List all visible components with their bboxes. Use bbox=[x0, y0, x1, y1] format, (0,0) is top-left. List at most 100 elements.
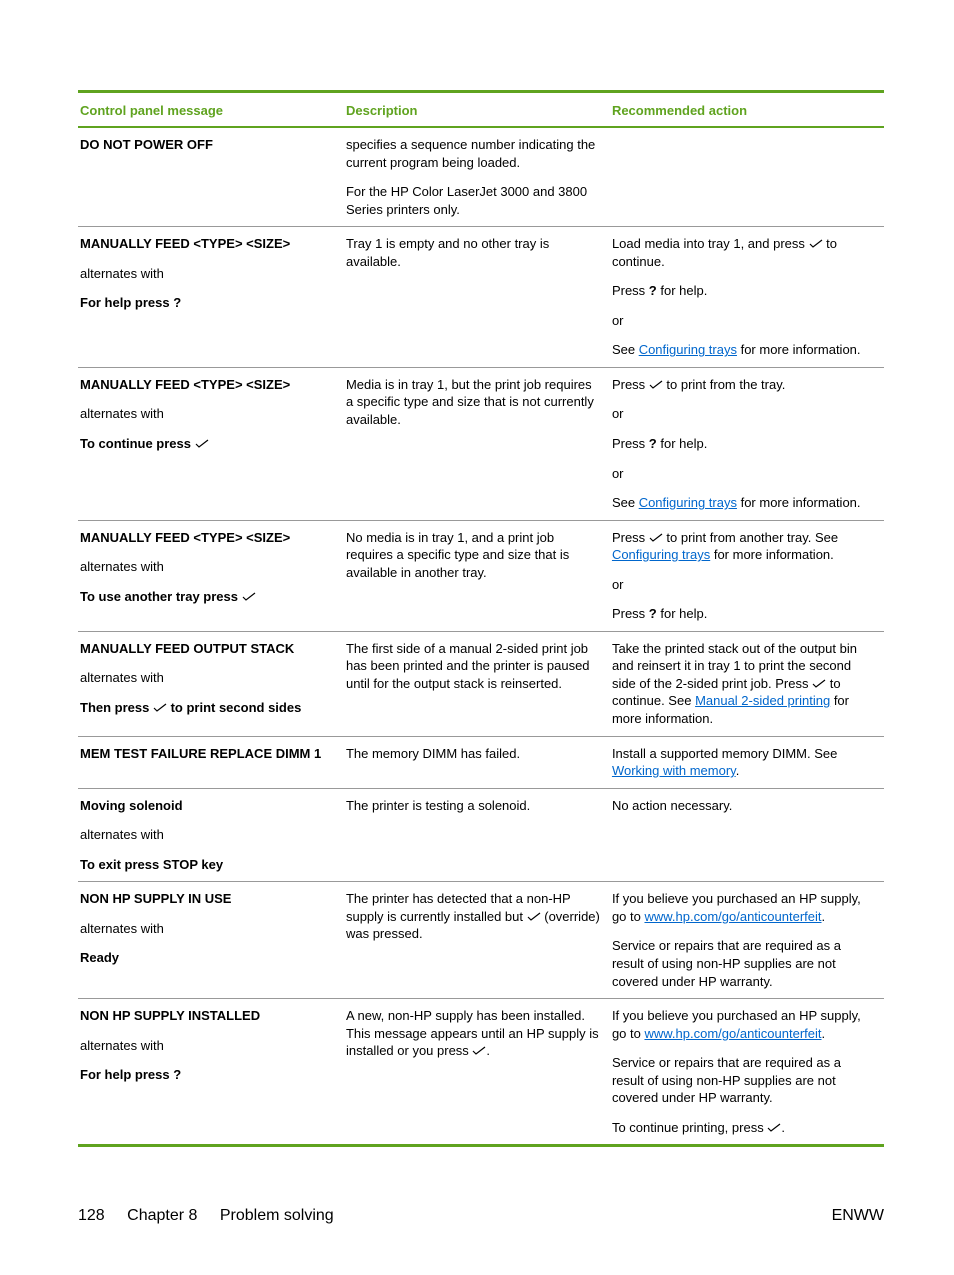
help-icon: ? bbox=[649, 283, 657, 298]
message-text: For help press ? bbox=[80, 1066, 336, 1084]
label: . bbox=[822, 1026, 826, 1041]
message-text: To use another tray press bbox=[80, 588, 336, 606]
link-configuring-trays[interactable]: Configuring trays bbox=[639, 342, 737, 357]
table-row: MANUALLY FEED <TYPE> <SIZE> alternates w… bbox=[78, 367, 884, 520]
label: for help. bbox=[657, 436, 708, 451]
description-text: The memory DIMM has failed. bbox=[346, 745, 602, 763]
cell-message: NON HP SUPPLY IN USE alternates with Rea… bbox=[78, 882, 344, 999]
cell-message: MANUALLY FEED <TYPE> <SIZE> alternates w… bbox=[78, 520, 344, 631]
header-action: Recommended action bbox=[610, 92, 884, 128]
message-alt: alternates with bbox=[80, 1037, 336, 1055]
header-message: Control panel message bbox=[78, 92, 344, 128]
label: For help press bbox=[80, 1067, 173, 1082]
label: For help press bbox=[80, 295, 173, 310]
chapter-label: Chapter 8 bbox=[127, 1207, 197, 1224]
cell-description: specifies a sequence number indicating t… bbox=[344, 127, 610, 227]
header-description: Description bbox=[344, 92, 610, 128]
action-text: or bbox=[612, 405, 876, 423]
label: for more information. bbox=[737, 495, 861, 510]
action-text: Press ? for help. bbox=[612, 282, 876, 300]
cell-description: The printer is testing a solenoid. bbox=[344, 788, 610, 882]
action-text: Service or repairs that are required as … bbox=[612, 1054, 876, 1107]
action-text: Press to print from the tray. bbox=[612, 376, 876, 394]
message-alt: alternates with bbox=[80, 826, 336, 844]
table-row: MANUALLY FEED OUTPUT STACK alternates wi… bbox=[78, 631, 884, 736]
label: to print from another tray. See bbox=[663, 530, 838, 545]
cell-action: Install a supported memory DIMM. See Wor… bbox=[610, 736, 884, 788]
link-anticounterfeit[interactable]: www.hp.com/go/anticounterfeit bbox=[644, 909, 821, 924]
description-text: Tray 1 is empty and no other tray is ava… bbox=[346, 235, 602, 270]
cell-action: If you believe you purchased an HP suppl… bbox=[610, 999, 884, 1146]
action-text: No action necessary. bbox=[612, 797, 876, 815]
action-text: Take the printed stack out of the output… bbox=[612, 640, 876, 728]
label: Press bbox=[612, 377, 649, 392]
link-configuring-trays[interactable]: Configuring trays bbox=[639, 495, 737, 510]
message-text: To exit press STOP key bbox=[80, 856, 336, 874]
link-memory[interactable]: Working with memory bbox=[612, 763, 736, 778]
cell-description: The first side of a manual 2-sided print… bbox=[344, 631, 610, 736]
table-row: MANUALLY FEED <TYPE> <SIZE> alternates w… bbox=[78, 227, 884, 368]
cell-message: DO NOT POWER OFF bbox=[78, 127, 344, 227]
description-text: The printer is testing a solenoid. bbox=[346, 797, 602, 815]
link-manual-2sided[interactable]: Manual 2-sided printing bbox=[695, 693, 830, 708]
cell-action: Press to print from the tray. or Press ?… bbox=[610, 367, 884, 520]
chapter-title: Problem solving bbox=[220, 1207, 334, 1224]
description-text: specifies a sequence number indicating t… bbox=[346, 136, 602, 171]
label: To use another tray press bbox=[80, 589, 242, 604]
page-footer: 128 Chapter 8 Problem solving ENWW bbox=[78, 1207, 884, 1225]
description-text: For the HP Color LaserJet 3000 and 3800 … bbox=[346, 183, 602, 218]
cell-action: No action necessary. bbox=[610, 788, 884, 882]
cell-description: A new, non-HP supply has been installed.… bbox=[344, 999, 610, 1146]
check-icon bbox=[527, 912, 541, 922]
link-configuring-trays[interactable]: Configuring trays bbox=[612, 547, 710, 562]
cell-description: The memory DIMM has failed. bbox=[344, 736, 610, 788]
label: To continue printing, press bbox=[612, 1120, 767, 1135]
table-header-row: Control panel message Description Recomm… bbox=[78, 92, 884, 128]
message-text: NON HP SUPPLY IN USE bbox=[80, 890, 336, 908]
cell-description: Media is in tray 1, but the print job re… bbox=[344, 367, 610, 520]
message-text: MANUALLY FEED OUTPUT STACK bbox=[80, 640, 336, 658]
message-text: MANUALLY FEED <TYPE> <SIZE> bbox=[80, 235, 336, 253]
check-icon bbox=[649, 533, 663, 543]
action-text: Service or repairs that are required as … bbox=[612, 937, 876, 990]
description-text: No media is in tray 1, and a print job r… bbox=[346, 529, 602, 582]
description-text: The first side of a manual 2-sided print… bbox=[346, 640, 602, 693]
label: See bbox=[612, 495, 639, 510]
page-number: 128 bbox=[78, 1207, 105, 1224]
description-text: The printer has detected that a non-HP s… bbox=[346, 890, 602, 943]
message-alt: alternates with bbox=[80, 558, 336, 576]
table-row: NON HP SUPPLY INSTALLED alternates with … bbox=[78, 999, 884, 1146]
label: for help. bbox=[657, 606, 708, 621]
message-text: Then press to print second sides bbox=[80, 699, 336, 717]
message-alt: alternates with bbox=[80, 265, 336, 283]
action-text: Press ? for help. bbox=[612, 605, 876, 623]
link-anticounterfeit[interactable]: www.hp.com/go/anticounterfeit bbox=[644, 1026, 821, 1041]
message-alt: alternates with bbox=[80, 405, 336, 423]
cell-description: The printer has detected that a non-HP s… bbox=[344, 882, 610, 999]
cell-message: MANUALLY FEED OUTPUT STACK alternates wi… bbox=[78, 631, 344, 736]
message-text: MANUALLY FEED <TYPE> <SIZE> bbox=[80, 529, 336, 547]
cell-action: If you believe you purchased an HP suppl… bbox=[610, 882, 884, 999]
label: Load media into tray 1, and press bbox=[612, 236, 809, 251]
action-text: Press to print from another tray. See Co… bbox=[612, 529, 876, 564]
action-text: or bbox=[612, 465, 876, 483]
label: To continue press bbox=[80, 436, 195, 451]
message-alt: alternates with bbox=[80, 669, 336, 687]
label: . bbox=[486, 1043, 490, 1058]
label: to print from the tray. bbox=[663, 377, 786, 392]
check-icon bbox=[812, 679, 826, 689]
description-text: A new, non-HP supply has been installed.… bbox=[346, 1007, 602, 1060]
action-text: Load media into tray 1, and press to con… bbox=[612, 235, 876, 270]
action-text: If you believe you purchased an HP suppl… bbox=[612, 1007, 876, 1042]
cell-description: No media is in tray 1, and a print job r… bbox=[344, 520, 610, 631]
label: Press bbox=[612, 283, 649, 298]
label: for more information. bbox=[710, 547, 834, 562]
cell-message: MANUALLY FEED <TYPE> <SIZE> alternates w… bbox=[78, 367, 344, 520]
label: for more information. bbox=[737, 342, 861, 357]
footer-right: ENWW bbox=[832, 1207, 884, 1225]
check-icon bbox=[195, 439, 209, 449]
check-icon bbox=[153, 703, 167, 713]
cell-action: Take the printed stack out of the output… bbox=[610, 631, 884, 736]
check-icon bbox=[809, 239, 823, 249]
label: for help. bbox=[657, 283, 708, 298]
